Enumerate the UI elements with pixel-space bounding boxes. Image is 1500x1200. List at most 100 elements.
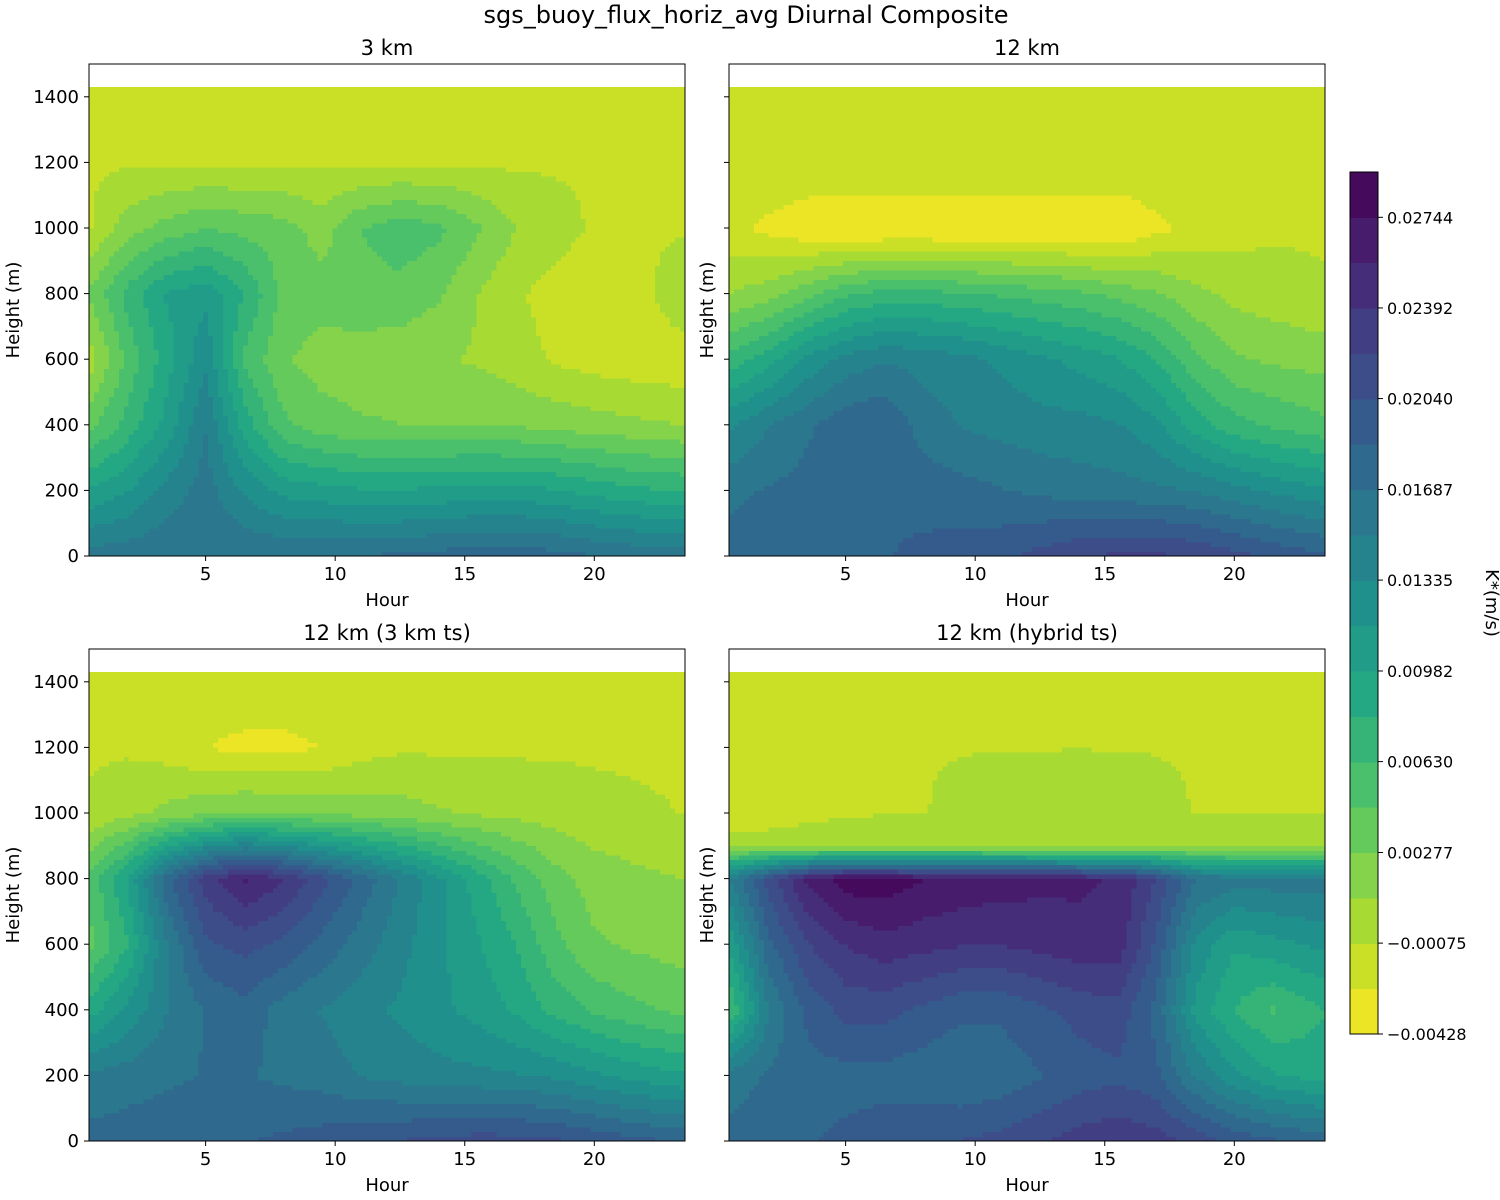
contour-cell [203,542,209,547]
contour-cell [238,458,244,463]
contour-cell [119,495,125,500]
contour-cell [154,495,160,500]
contour-cell [452,495,458,500]
contour-cell [352,542,358,547]
contour-cell [501,518,507,523]
contour-cell [506,514,512,519]
contour-cell [521,448,527,453]
contour-cell [367,518,373,523]
contour-cell [620,462,626,467]
contour-cell [611,481,617,486]
contour-cell [173,467,179,472]
contour-cell [238,486,244,491]
contour-cell [397,504,403,509]
contour-cell [417,443,423,448]
contour-cell [392,486,398,491]
contour-cell [501,495,507,500]
contour-cell [357,486,363,491]
contour-cell [516,481,522,486]
contour-cell [347,518,353,523]
contour-cell [233,472,239,477]
contour-cell [655,537,661,542]
contour-cell [452,518,458,523]
contour-cell [586,500,592,505]
contour-cell [546,504,552,509]
contour-cell [556,472,562,477]
contour-cell [213,481,219,486]
contour-cell [630,476,636,481]
contour-cell [288,486,294,491]
contour-cell [407,509,413,514]
contour-cell [327,439,333,444]
contour-cell [188,523,194,528]
contour-cell [620,542,626,547]
contour-cell [601,547,607,552]
contour-cell [372,509,378,514]
contour-cell [94,533,100,538]
contour-cell [452,453,458,458]
contour-cell [94,476,100,481]
contour-cell [452,500,458,505]
contour-cell [273,547,279,552]
contour-cell [332,495,338,500]
contour-cell [620,458,626,463]
contour-cell [164,453,170,458]
contour-cell [178,514,184,519]
contour-cell [630,486,636,491]
contour-cell [159,462,165,467]
contour-cell [173,486,179,491]
contour-cell [288,514,294,519]
contour-cell [188,509,194,514]
contour-cell [288,509,294,514]
contour-cell [606,528,612,533]
contour-cell [571,476,577,481]
contour-cell [630,481,636,486]
contour-cell [481,514,487,519]
contour-cell [665,476,671,481]
contour-cell [476,500,482,505]
contour-cell [491,467,497,472]
contour-cell [149,439,155,444]
contour-cell [139,467,145,472]
contour-cell [198,514,204,519]
contour-cell [675,528,681,533]
contour-cell [611,443,617,448]
contour-cell [670,542,676,547]
contour-cell [665,509,671,514]
contour-cell [462,462,468,467]
contour-cell [412,542,418,547]
contour-cell [278,481,284,486]
contour-cell [109,500,115,505]
contour-cell [283,542,289,547]
contour-cell [491,472,497,477]
contour-cell [357,439,363,444]
contour-cell [447,542,453,547]
contour-cell [556,528,562,533]
contour-cell [144,448,150,453]
contour-cell [457,462,463,467]
contour-cell [313,500,319,505]
contour-cell [178,443,184,448]
contour-cell [159,500,165,505]
contour-cell [278,490,284,495]
contour-cell [591,476,597,481]
contour-cell [377,458,383,463]
contour-cell [437,467,443,472]
contour-cell [337,504,343,509]
contour-cell [119,481,125,486]
contour-cell [104,537,110,542]
contour-cell [288,467,294,472]
contour-cell [665,500,671,505]
contour-cell [382,518,388,523]
contour-cell [278,472,284,477]
contour-cell [506,495,512,500]
contour-cell [491,500,497,505]
contour-cell [372,458,378,463]
contour-cell [601,528,607,533]
contour-cell [129,514,135,519]
contour-cell [402,504,408,509]
contour-cell [601,500,607,505]
contour-cell [675,504,681,509]
contour-cell [620,500,626,505]
contour-cell [317,486,323,491]
